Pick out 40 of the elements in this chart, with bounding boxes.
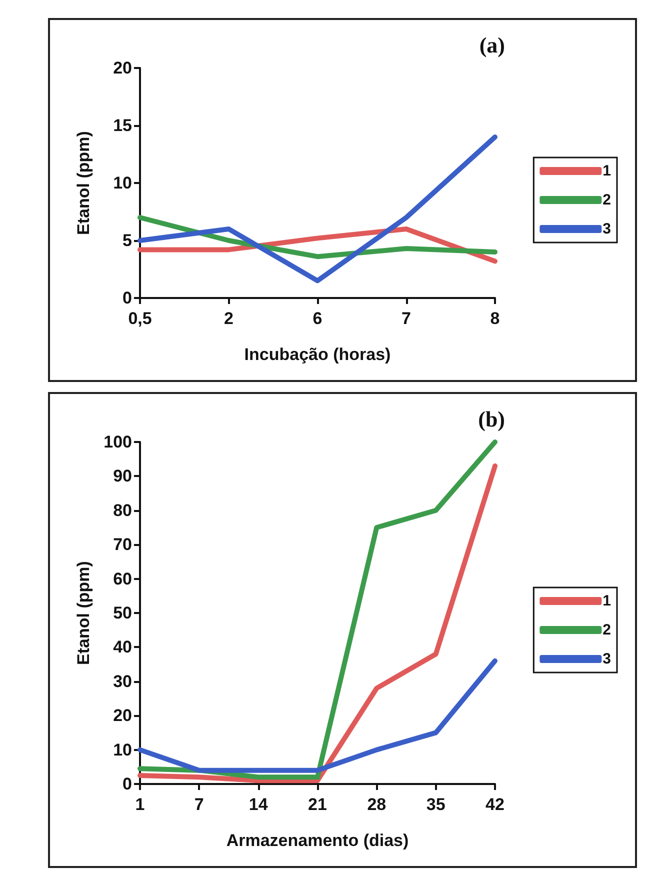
x-tick-label: 35 [426, 795, 446, 814]
legend-label: 1 [602, 592, 611, 610]
y-tick-label: 15 [113, 116, 132, 135]
y-tick-label: 0 [122, 288, 132, 308]
legend-label: 2 [602, 192, 611, 208]
y-tick-label: 90 [113, 466, 132, 486]
y-tick-label: 40 [113, 638, 132, 657]
x-tick-label: 2 [224, 309, 234, 328]
y-tick-label: 10 [113, 740, 132, 760]
x-axis-title: Incubação (horas) [244, 345, 391, 364]
x-axis-title: Armazenamento (dias) [226, 831, 409, 850]
legend-label: 3 [602, 650, 611, 668]
x-tick-label: 42 [486, 795, 504, 814]
y-axis-title: Etanol (ppm) [74, 131, 93, 235]
y-tick-label: 10 [113, 174, 132, 192]
y-tick-label: 50 [113, 604, 132, 622]
x-tick-label: 7 [402, 309, 411, 328]
text: (a) [479, 32, 506, 58]
y-tick-label: 20 [113, 58, 132, 78]
y-tick-label: 70 [113, 535, 132, 554]
y-tick-label: 5 [122, 231, 132, 250]
y-tick-label: 60 [113, 569, 132, 588]
y-tick-label: 0 [122, 774, 132, 794]
x-tick-label: 6 [312, 309, 322, 328]
y-tick-label: 20 [113, 706, 132, 726]
x-tick-label: 8 [490, 309, 500, 328]
y-axis-title: Etanol (ppm) [74, 561, 93, 665]
x-tick-label: 7 [194, 795, 204, 814]
legend-label: 3 [602, 220, 611, 238]
x-tick-label: 28 [367, 795, 386, 814]
x-tick-label: 14 [248, 795, 268, 814]
y-tick-label: 100 [104, 432, 132, 452]
y-tick-label: 80 [113, 500, 132, 520]
legend-label: 2 [602, 622, 611, 638]
x-tick-label: 1 [135, 795, 145, 814]
x-tick-label: 0,5 [128, 309, 152, 328]
legend-label: 1 [602, 162, 611, 180]
y-tick-label: 30 [113, 672, 132, 691]
x-tick-label: 21 [308, 795, 327, 814]
text: (b) [478, 406, 506, 432]
